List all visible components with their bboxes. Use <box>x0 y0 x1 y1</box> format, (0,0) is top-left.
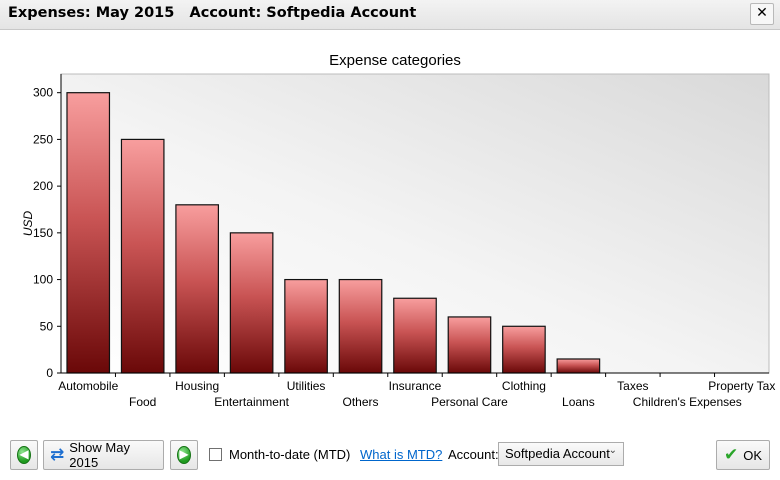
bar-loans <box>556 358 601 374</box>
y-tick-label: 300 <box>33 86 53 100</box>
y-tick-label: 0 <box>46 366 53 380</box>
x-tick-label: Insurance <box>389 379 442 393</box>
bar-utilities <box>284 278 328 374</box>
ok-button[interactable]: ✔ OK <box>716 440 770 470</box>
bar-clothing <box>502 325 546 374</box>
account-select-value: Softpedia Account <box>505 446 610 461</box>
refresh-icon: ⇄ <box>50 445 65 465</box>
bar-housing <box>175 204 219 374</box>
x-tick-label: Taxes <box>617 379 648 393</box>
what-is-mtd-link[interactable]: What is MTD? <box>360 447 443 462</box>
x-tick-label: Food <box>129 395 156 409</box>
x-tick-label: Others <box>343 395 379 409</box>
y-tick-label: 100 <box>33 273 53 287</box>
close-icon: ✕ <box>756 5 768 21</box>
chart-title: Expense categories <box>329 52 461 69</box>
mtd-label[interactable]: Month-to-date (MTD) <box>229 447 351 462</box>
x-tick-label: Personal Care <box>431 395 508 409</box>
x-tick-label: Loans <box>562 395 595 409</box>
y-tick-label: 50 <box>40 319 54 333</box>
right-arrow-icon: ▶ <box>177 446 191 464</box>
y-tick-label: 150 <box>33 226 53 240</box>
y-axis-label: USD <box>21 211 35 237</box>
show-month-label: Show May 2015 <box>69 440 130 470</box>
show-month-button[interactable]: ⇄ Show May 2015 <box>43 440 164 470</box>
chevron-down-icon: ⌄ <box>608 445 617 456</box>
close-button[interactable]: ✕ <box>750 3 774 25</box>
x-tick-label: Children's Expenses <box>633 395 742 409</box>
title-bar: Expenses: May 2015 Account: Softpedia Ac… <box>0 0 780 30</box>
mtd-checkbox[interactable] <box>209 448 222 461</box>
left-arrow-icon: ◀ <box>17 446 31 464</box>
bar-food <box>120 138 165 374</box>
chart-svg: Expense categories USD 0 50 100 150 200 250 30… <box>21 52 775 409</box>
window-title: Expenses: May 2015 Account: Softpedia Ac… <box>8 5 417 21</box>
bar-others <box>338 278 383 374</box>
bottom-toolbar: ◀ ⇄ Show May 2015 ▶ Month-to-date (MTD) … <box>0 433 780 480</box>
y-tick-label: 200 <box>33 179 53 193</box>
y-tick-label: 250 <box>33 132 53 146</box>
previous-month-button[interactable]: ◀ <box>10 440 38 470</box>
bar-personal-care <box>447 316 492 374</box>
ok-label: OK <box>743 447 763 463</box>
x-tick-label: Utilities <box>287 379 326 393</box>
x-tick-label: Clothing <box>502 379 546 393</box>
bar-entertainment <box>229 232 274 374</box>
x-tick-label: Automobile <box>58 379 118 393</box>
x-tick-label: Entertainment <box>214 395 289 409</box>
x-tick-label: Property Tax <box>708 379 775 393</box>
x-tick-label: Housing <box>175 379 219 393</box>
checkmark-icon: ✔ <box>723 445 739 465</box>
account-label: Account: <box>448 447 499 462</box>
next-month-button[interactable]: ▶ <box>170 440 198 470</box>
bar-insurance <box>393 297 437 374</box>
account-select[interactable]: Softpedia Account ⌄ <box>498 442 624 466</box>
bar-automobile <box>66 92 111 374</box>
expense-chart: Expense categories USD 0 50 100 150 200 250 30… <box>0 40 780 420</box>
